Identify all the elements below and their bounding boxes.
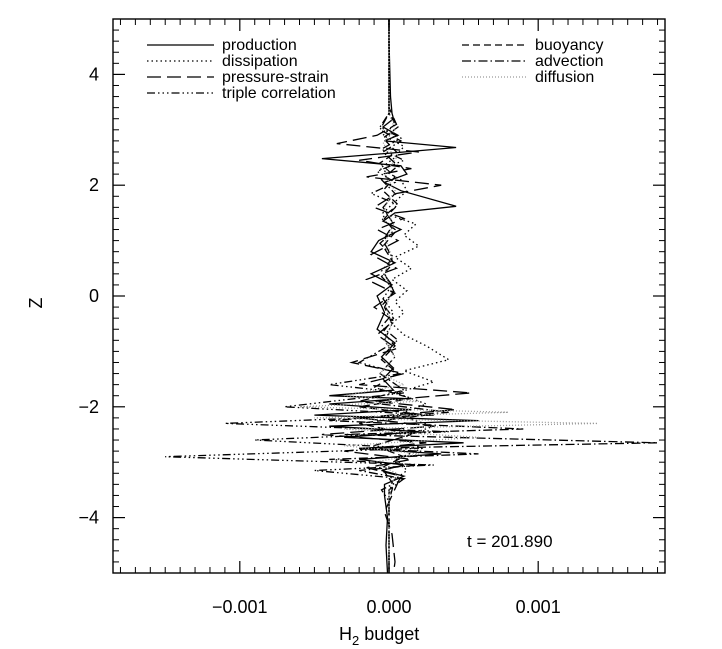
series-layer	[165, 19, 658, 574]
x-axis-label: H2 budget	[339, 624, 419, 648]
x-tick-label: 0.000	[366, 597, 411, 617]
y-axis-label: Z	[26, 298, 46, 309]
legend-label-production: production	[222, 37, 297, 54]
legend-label-dissipation: dissipation	[222, 53, 298, 70]
series-line-triple-correlation	[165, 19, 449, 573]
legend-label-advection: advection	[535, 53, 604, 70]
legend: productiondissipationpressure-straintrip…	[147, 37, 604, 102]
x-tick-label: 0.001	[516, 597, 561, 617]
x-axis-label-main: H	[339, 624, 352, 644]
y-tick-label: −2	[78, 397, 99, 417]
x-axis-label-suffix: budget	[359, 624, 419, 644]
legend-label-buoyancy: buoyancy	[535, 37, 604, 54]
series-line-buoyancy	[359, 19, 427, 573]
y-tick-label: 4	[89, 64, 99, 84]
y-tick-label: 2	[89, 175, 99, 195]
series-line-diffusion	[299, 19, 598, 573]
tick-layer: −0.001 0.000 0.001 −4 −2 0 2 4	[78, 18, 665, 617]
legend-label-triple-correlation: triple correlation	[222, 85, 336, 102]
time-annotation: t = 201.890	[467, 532, 553, 551]
x-tick-label: −0.001	[212, 597, 268, 617]
y-tick-label: −4	[78, 508, 99, 528]
legend-label-pressure-strain: pressure-strain	[222, 69, 329, 86]
legend-label-diffusion: diffusion	[535, 69, 594, 86]
series-line-pressure-strain	[321, 19, 472, 574]
x-axis-label-subscript: 2	[352, 633, 359, 648]
y-tick-label: 0	[89, 286, 99, 306]
